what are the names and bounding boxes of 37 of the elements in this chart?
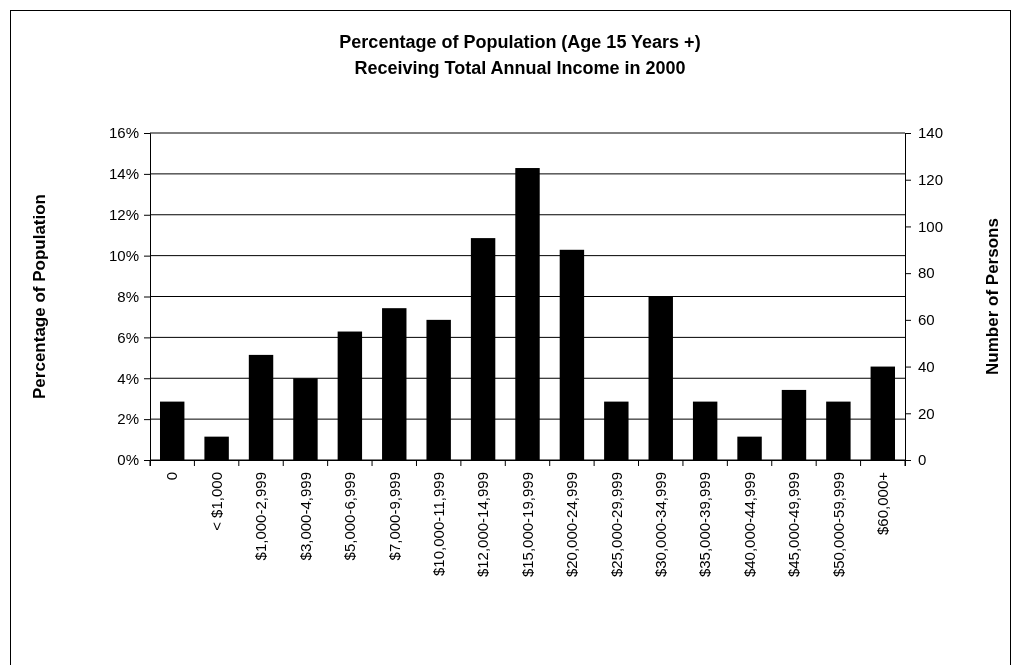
y-tick-label: 14% xyxy=(108,165,139,183)
y2-tick-label: 40 xyxy=(918,357,935,375)
x-tick-label: $50,000-59,999 xyxy=(829,472,847,578)
x-tick-label: $35,000-39,999 xyxy=(696,472,714,578)
y-tick-label: 12% xyxy=(108,206,139,224)
x-tick-label: $12,000-14,999 xyxy=(474,472,492,578)
x-tick-label: $15,000-19,999 xyxy=(518,472,536,578)
x-tick-label: 0 xyxy=(163,472,181,481)
y2-tick-label: 140 xyxy=(918,124,944,142)
y2-tick-label: 80 xyxy=(918,264,935,282)
x-tick-label: $45,000-49,999 xyxy=(785,472,803,578)
x-tick-label: $40,000-44,999 xyxy=(740,472,758,578)
y-tick-label: 16% xyxy=(108,124,139,142)
x-tick-label: $7,000-9,999 xyxy=(385,472,403,561)
y-tick-label: 0% xyxy=(117,451,139,469)
chart-title: Percentage of Population (Age 15 Years +) Receiving Total Annual Income in 2000 xyxy=(339,32,701,78)
x-tick-label: $60,000+ xyxy=(874,471,892,535)
y-axis-title: Percentage of Population xyxy=(30,194,49,399)
y2-tick-label: 20 xyxy=(918,404,935,422)
y2-tick-label: 120 xyxy=(918,171,944,189)
y2-tick-label: 100 xyxy=(918,217,944,235)
y2-tick-label: 60 xyxy=(918,311,935,329)
y-tick-label: 2% xyxy=(117,410,139,428)
x-tick-label: < $1,000 xyxy=(207,472,225,531)
x-tick-label: $30,000-34,999 xyxy=(651,472,669,578)
x-tick-label: $5,000-6,999 xyxy=(341,472,359,561)
x-tick-label: $3,000-4,999 xyxy=(296,472,314,561)
x-tick-label: $20,000-24,999 xyxy=(563,472,581,578)
y2-axis-title: Number of Persons xyxy=(983,218,1002,375)
y-tick-label: 10% xyxy=(108,246,139,264)
x-tick-label: $1,000-2,999 xyxy=(252,472,270,561)
y-tick-label: 6% xyxy=(117,328,139,346)
y2-tick-label: 0 xyxy=(918,451,927,469)
y-tick-label: 8% xyxy=(117,287,139,305)
x-tick-label: $25,000-29,999 xyxy=(607,472,625,578)
y-tick-label: 4% xyxy=(117,369,139,387)
x-tick-label: $10,000-11,999 xyxy=(429,472,447,576)
